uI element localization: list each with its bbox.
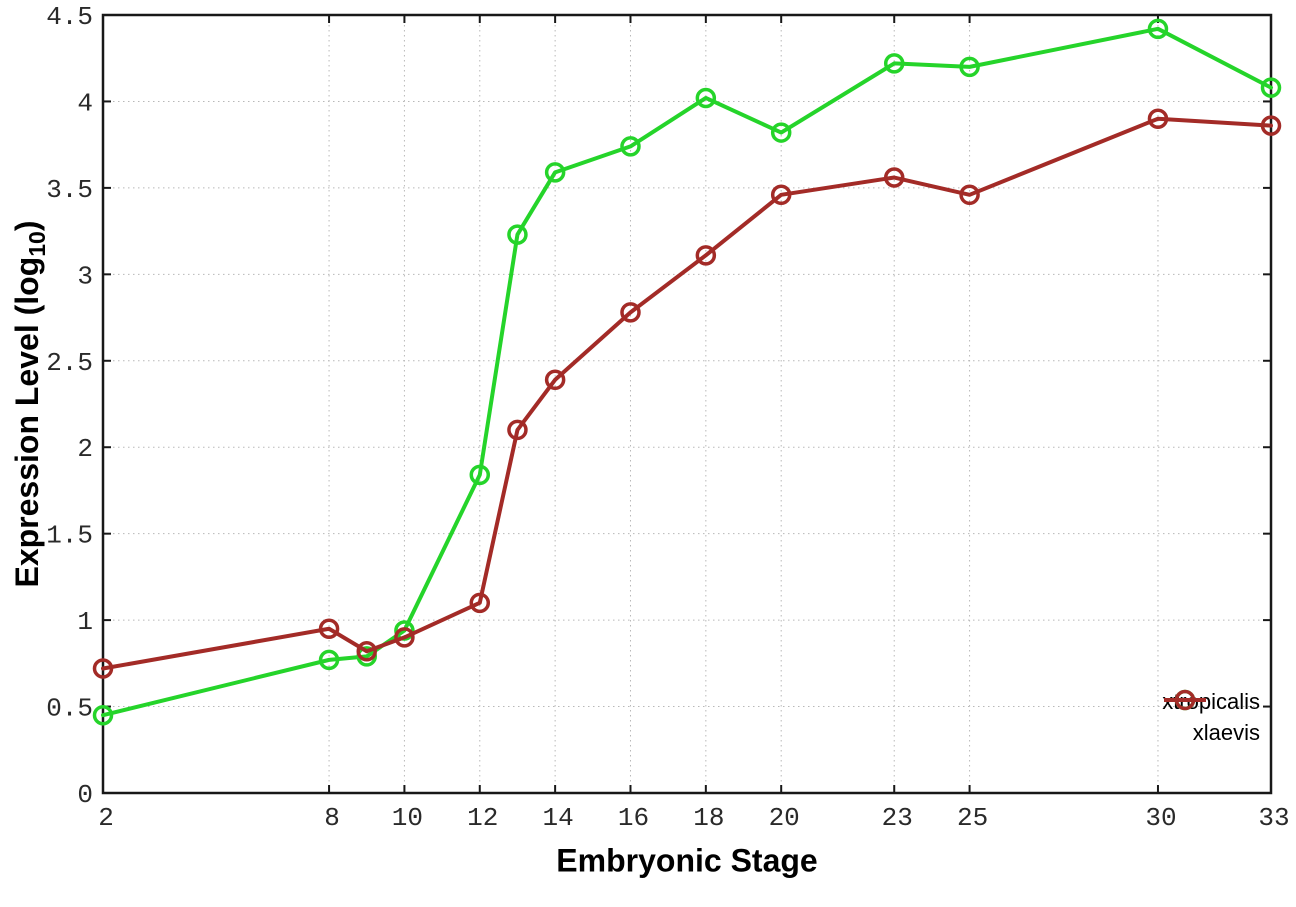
data-point-xlaevis <box>469 592 491 614</box>
x-tick-label: 14 <box>543 803 574 833</box>
legend-label-xlaevis: xlaevis <box>1192 720 1260 745</box>
y-tick-label: 2 <box>77 434 93 464</box>
x-tick-label: 25 <box>957 803 988 833</box>
data-point-xtropicalis <box>770 122 792 143</box>
data-point-xlaevis <box>356 640 377 662</box>
y-tick-label: 3 <box>77 261 93 291</box>
legend-entry-xlaevis: xlaevis <box>1164 689 1260 747</box>
data-point-xlaevis <box>695 245 717 266</box>
data-point-xlaevis <box>92 658 114 679</box>
data-point-xlaevis <box>959 184 980 206</box>
x-tick-label: 10 <box>392 803 423 833</box>
x-tick-label: 23 <box>882 803 913 833</box>
data-point-xtropicalis <box>1147 18 1169 40</box>
data-point-xlaevis <box>1147 108 1169 129</box>
data-point-xtropicalis <box>695 87 717 109</box>
legend: xtropicalis xlaevis <box>1162 687 1260 747</box>
data-point-xtropicalis <box>469 464 491 486</box>
x-tick-label: 16 <box>618 803 649 833</box>
y-axis-title-close-paren: ) <box>8 220 45 232</box>
y-axis-title-subscript: 10 <box>24 231 51 257</box>
x-tick-label: 33 <box>1258 803 1289 833</box>
y-tick-label: 2.5 <box>46 348 93 378</box>
x-tick-label: 12 <box>467 803 498 833</box>
y-axis-title: Expression Level (log10) <box>9 220 51 587</box>
data-point-xlaevis <box>318 618 340 640</box>
legend-marker-xlaevis <box>1164 689 1207 711</box>
y-tick-label: 4.5 <box>46 2 93 32</box>
data-point-xlaevis <box>1260 115 1282 136</box>
data-point-xlaevis <box>883 167 905 188</box>
data-point-xlaevis <box>770 184 792 206</box>
y-tick-label: 0.5 <box>46 694 93 724</box>
x-tick-label: 30 <box>1145 803 1176 833</box>
x-tick-label: 20 <box>769 803 800 833</box>
y-tick-label: 1 <box>77 607 93 637</box>
y-axis-title-text: Expression Level (log <box>8 256 45 588</box>
plot-border <box>101 13 1273 795</box>
y-tick-label: 1.5 <box>46 521 93 551</box>
y-tick-label: 0 <box>77 780 93 810</box>
data-point-xtropicalis <box>620 136 641 157</box>
data-point-xtropicalis <box>1260 77 1282 98</box>
x-axis-title: Embryonic Stage <box>556 842 818 879</box>
y-tick-label: 4 <box>77 88 93 118</box>
data-point-xlaevis <box>394 627 415 648</box>
data-point-xlaevis <box>544 369 566 391</box>
x-tick-label: 2 <box>98 803 114 833</box>
data-point-xlaevis <box>620 302 641 323</box>
series-line-xtropicalis <box>101 26 1273 718</box>
x-tick-label: 8 <box>324 803 340 833</box>
data-point-xtropicalis <box>883 53 905 74</box>
data-point-xtropicalis <box>507 224 528 245</box>
data-point-xtropicalis <box>959 56 980 78</box>
y-tick-label: 3.5 <box>46 175 93 205</box>
series-line-xlaevis <box>101 116 1273 671</box>
data-point-xlaevis <box>507 419 528 441</box>
data-point-xtropicalis <box>544 162 566 183</box>
data-point-xtropicalis <box>92 704 114 726</box>
x-tick-label: 18 <box>693 803 724 833</box>
data-point-xtropicalis <box>318 649 340 671</box>
